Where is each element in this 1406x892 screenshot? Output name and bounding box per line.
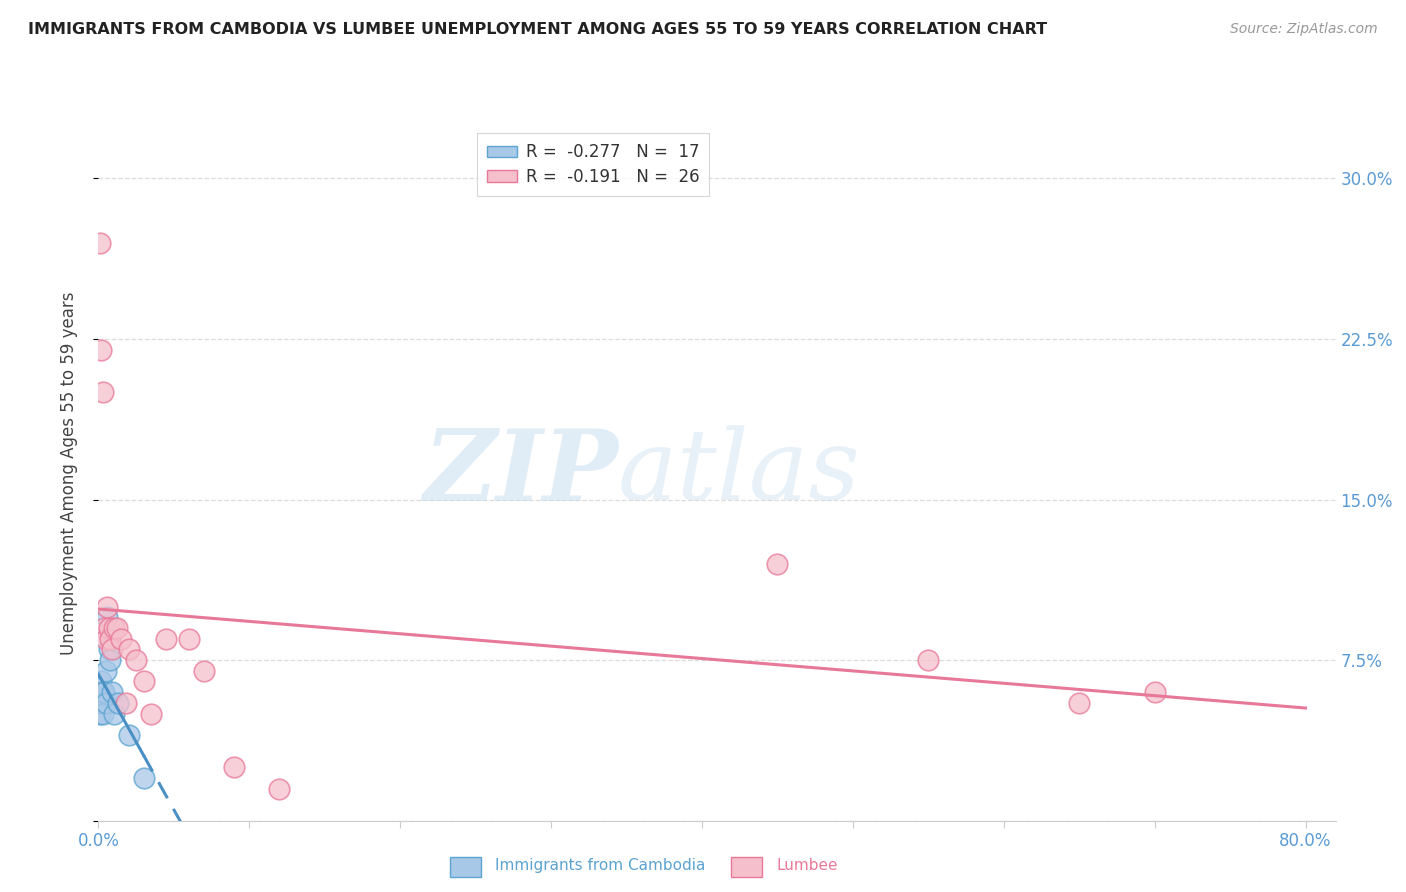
Point <box>90 343 112 357</box>
Text: IMMIGRANTS FROM CAMBODIA VS LUMBEE UNEMPLOYMENT AMONG AGES 55 TO 59 YEARS CORREL: IMMIGRANTS FROM CAMBODIA VS LUMBEE UNEMP… <box>28 22 1047 37</box>
Point <box>110 632 132 646</box>
Point <box>117 642 139 657</box>
Point <box>101 685 124 699</box>
Point <box>96 599 118 614</box>
Legend: R =  -0.277   N =  17, R =  -0.191   N =  26: R = -0.277 N = 17, R = -0.191 N = 26 <box>478 133 709 196</box>
Point <box>141 706 163 721</box>
Point <box>90 674 112 689</box>
Point <box>132 674 155 689</box>
Point <box>1069 696 1091 710</box>
Text: Lumbee: Lumbee <box>776 858 838 872</box>
Point <box>177 632 200 646</box>
Point <box>100 632 122 646</box>
Text: Immigrants from Cambodia: Immigrants from Cambodia <box>495 858 706 872</box>
Point <box>114 696 136 710</box>
Point <box>96 610 118 624</box>
Point <box>132 771 155 785</box>
Point <box>94 664 117 678</box>
Point <box>1143 685 1166 699</box>
Point <box>101 642 124 657</box>
Point <box>155 632 177 646</box>
Point <box>103 706 125 721</box>
Point <box>93 621 115 635</box>
Point <box>917 653 939 667</box>
Point <box>98 642 121 657</box>
Point <box>89 235 111 250</box>
Point <box>107 696 129 710</box>
Point <box>269 781 291 796</box>
Point <box>105 621 128 635</box>
Point <box>89 685 111 699</box>
Point <box>91 685 114 699</box>
Point <box>94 696 117 710</box>
Point <box>117 728 139 742</box>
Point <box>89 706 111 721</box>
Point <box>100 653 122 667</box>
Point <box>766 557 789 571</box>
Point <box>103 621 125 635</box>
Point <box>91 385 114 400</box>
Text: atlas: atlas <box>619 425 860 520</box>
Y-axis label: Unemployment Among Ages 55 to 59 years: Unemployment Among Ages 55 to 59 years <box>59 291 77 655</box>
Point <box>125 653 148 667</box>
Point <box>93 685 115 699</box>
Point <box>91 706 114 721</box>
Point <box>98 621 121 635</box>
Point <box>193 664 215 678</box>
Text: Source: ZipAtlas.com: Source: ZipAtlas.com <box>1230 22 1378 37</box>
Text: ZIP: ZIP <box>423 425 619 521</box>
Point <box>90 696 112 710</box>
Point <box>224 760 246 774</box>
Point <box>94 632 117 646</box>
